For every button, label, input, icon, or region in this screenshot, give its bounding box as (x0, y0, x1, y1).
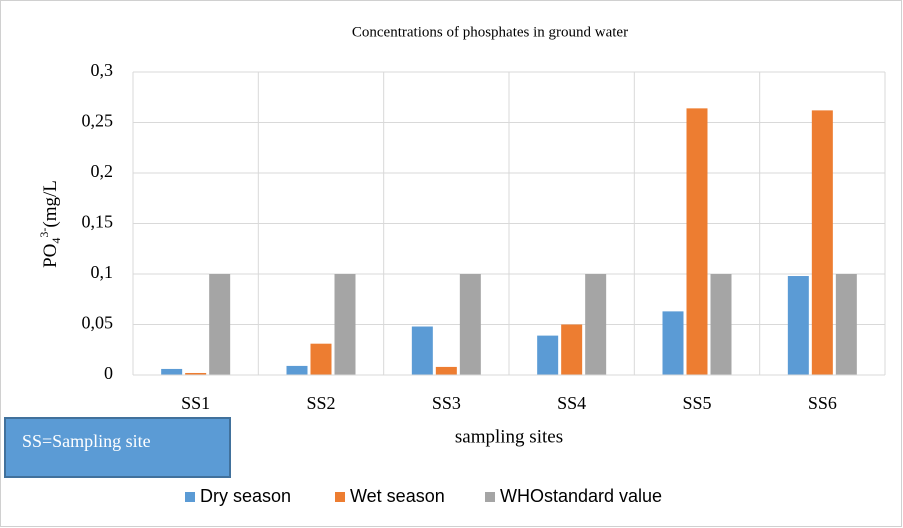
chart-title: Concentrations of phosphates in ground w… (352, 24, 628, 40)
y-label-base: PO (40, 244, 61, 268)
bar (209, 274, 231, 375)
bar (185, 372, 207, 375)
y-axis-label: PO43-(mg/L (37, 180, 63, 268)
bar (787, 276, 809, 375)
y-tick-label: 0,3 (91, 60, 114, 80)
bar (161, 368, 183, 375)
bar (435, 366, 457, 375)
legend-swatch (185, 492, 195, 502)
bar (459, 274, 481, 375)
legend-label: WHOstandard value (500, 486, 662, 506)
y-tick-label: 0,1 (91, 262, 114, 282)
bar (286, 365, 308, 375)
bar (411, 326, 433, 375)
x-tick-label: SS1 (181, 393, 210, 413)
bar (585, 274, 607, 375)
bar (710, 274, 732, 375)
legend-label: Dry season (200, 486, 291, 506)
y-label-sub: 4 (49, 238, 63, 244)
y-tick-label: 0 (104, 363, 113, 383)
legend-swatch (485, 492, 495, 502)
annotation-box (4, 417, 231, 478)
bar (537, 335, 559, 375)
bar (835, 274, 857, 375)
annotation: SS=Sampling site (22, 431, 151, 451)
legend-label: Wet season (350, 486, 445, 506)
bar (811, 110, 833, 375)
x-tick-label: SS3 (432, 393, 461, 413)
bar (310, 343, 332, 375)
y-tick-label: 0,25 (82, 111, 114, 131)
y-tick-label: 0,15 (82, 212, 114, 232)
x-tick-label: SS5 (682, 393, 711, 413)
y-label-rest: (mg/L (40, 180, 61, 228)
bar (561, 324, 583, 375)
x-tick-label: SS4 (557, 393, 586, 413)
bar (686, 108, 708, 376)
x-tick-label: SS6 (808, 393, 837, 413)
bar (334, 274, 356, 375)
x-axis-label: sampling sites (455, 426, 563, 447)
bar (662, 311, 684, 375)
x-tick-label: SS2 (306, 393, 335, 413)
y-tick-label: 0,05 (82, 313, 114, 333)
y-label-sup: 3- (37, 228, 51, 238)
legend-swatch (335, 492, 345, 502)
y-tick-label: 0,2 (91, 161, 114, 181)
